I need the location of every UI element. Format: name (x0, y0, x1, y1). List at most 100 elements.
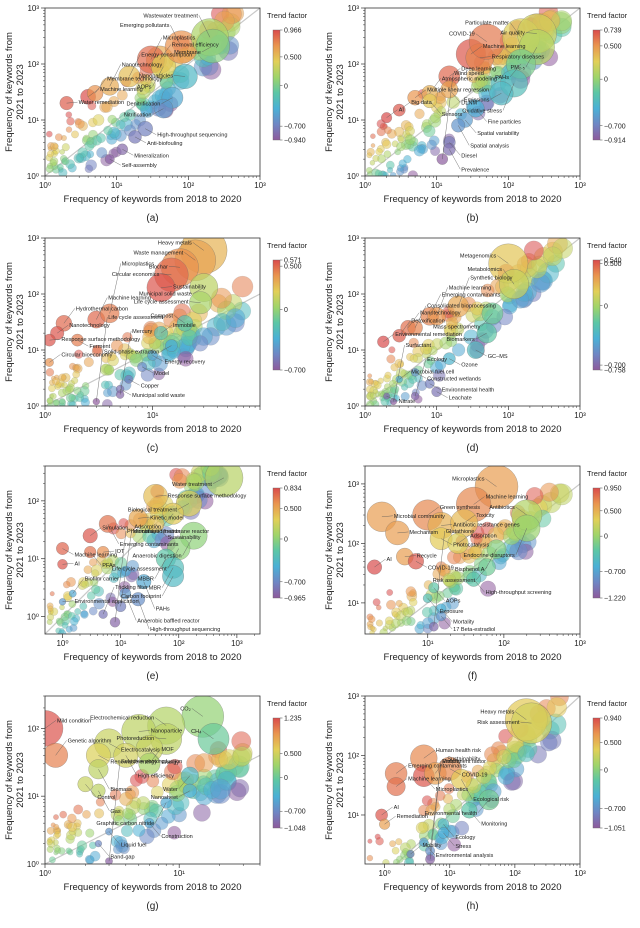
keyword-bubble (65, 111, 73, 118)
keyword-label: Membrane (174, 50, 201, 56)
keyword-bubble (45, 368, 55, 377)
label-leader-line (479, 56, 491, 58)
keyword-bubble (46, 397, 53, 404)
keyword-bubble (66, 117, 75, 126)
label-leader-line (475, 349, 487, 357)
label-leader-line (155, 737, 167, 740)
keyword-bubble (45, 164, 54, 173)
label-leader-line (475, 332, 487, 340)
colorbar-tick-label: −0.700 (604, 806, 626, 813)
keyword-bubble (61, 143, 70, 152)
x-tick-label: 10² (503, 411, 515, 420)
colorbar-tick-label: −0.700 (604, 123, 626, 130)
label-leader-line (429, 760, 442, 860)
keyword-bubble (225, 308, 246, 328)
keyword-bubble (497, 768, 515, 785)
keyword-bubble (59, 604, 65, 611)
keyword-label: Genetic algorithm (68, 738, 112, 744)
label-leader-line (525, 47, 538, 68)
keyword-point (176, 315, 194, 332)
keyword-label: Heavy metals (480, 710, 514, 716)
y-tick-label: 10² (27, 290, 39, 299)
keyword-labels: Machine learning Water remediation Membran… (66, 13, 227, 169)
x-tick-label: 10⁰ (56, 639, 68, 648)
keyword-bubble (420, 343, 432, 355)
label-leader-line (189, 301, 201, 303)
keyword-bubble (436, 106, 447, 116)
keyword-bubble (49, 591, 55, 597)
x-axis-label: Frequency of keywords from 2018 to 2020 (384, 652, 562, 663)
label-leader-line (515, 711, 527, 720)
label-leader-line (473, 579, 485, 593)
keyword-bubble (443, 803, 456, 816)
panel-g: CO₂ Electrochemical reduction Nanoparticle… (4, 695, 308, 912)
keyword-label: Water remediation (79, 100, 125, 106)
keyword-bubble (414, 108, 425, 119)
keyword-bubble (210, 778, 232, 800)
keyword-bubble (372, 388, 379, 395)
labeled-points (381, 13, 557, 165)
keyword-label: Nitrate (399, 399, 415, 405)
keyword-label: Risk assessment (433, 578, 476, 584)
colorbar-tick-label: −0.700 (284, 368, 306, 375)
label-leader-line (393, 344, 405, 402)
label-leader-line (178, 775, 190, 789)
colorbar: Trend factor 0.940 0.500 0 −0.700 −1.051 (587, 699, 628, 833)
keyword-bubble (74, 608, 82, 615)
keyword-bubble (368, 615, 376, 623)
colorbar-tick-label: 0 (604, 534, 608, 541)
x-axis-label: Frequency of keywords from 2018 to 2020 (64, 652, 242, 663)
label-leader-line (404, 555, 416, 557)
y-axis-label: Frequency of keywords from2021 to 2023 (324, 32, 346, 152)
keyword-point (478, 789, 500, 811)
label-leader-line (44, 720, 57, 729)
keyword-bubble (443, 783, 455, 794)
panel-b: AI Big data Multiple linear regression Atmo… (324, 4, 628, 224)
label-leader-line (374, 558, 386, 568)
keyword-bubble (383, 150, 392, 158)
keyword-label: Nanoparticles (139, 73, 173, 79)
panels: Machine learning Water remediation Membran… (4, 4, 628, 912)
keyword-bubble (132, 824, 146, 837)
keyword-bubble (74, 118, 85, 129)
label-leader-line (155, 717, 167, 726)
keyword-label: Simulation (102, 526, 128, 532)
keyword-bubble (367, 373, 373, 379)
y-tick-label: 10⁰ (27, 172, 39, 181)
label-leader-line (129, 54, 141, 77)
y-tick-label: 10¹ (347, 599, 359, 608)
keyword-bubble (413, 145, 426, 157)
keyword-bubble (80, 397, 90, 406)
keyword-label: Detoxification (411, 319, 445, 325)
label-leader-line (414, 305, 427, 328)
keyword-label: Trickling filter (115, 585, 148, 591)
x-tick-label: 10¹ (444, 869, 456, 878)
keyword-point (406, 850, 415, 859)
keyword-label: Electrocatalysis (121, 747, 160, 753)
label-leader-line (173, 315, 185, 324)
y-axis-label: Frequency of keywords from2021 to 2023 (4, 32, 26, 152)
keyword-bubble (367, 838, 373, 844)
keyword-bubble (193, 804, 211, 822)
keyword-label: Glutathione (446, 529, 475, 535)
keyword-bubble (51, 377, 60, 386)
x-ticks: 10⁰ 10¹ 10² 10³ (359, 176, 586, 190)
label-leader-line (399, 320, 411, 336)
x-axis-label: Frequency of keywords from 2018 to 2020 (64, 424, 242, 435)
keyword-point (143, 483, 168, 509)
y-tick-label: 10¹ (347, 346, 359, 355)
colorbar-title: Trend factor (587, 699, 628, 708)
keyword-bubble (375, 147, 383, 156)
keyword-point (476, 322, 497, 344)
label-leader-line (138, 517, 150, 519)
keyword-label: Photocatalytic membrane reactor (127, 529, 209, 535)
colorbar-tick-label: −0.700 (284, 579, 306, 586)
keyword-bubble (86, 591, 96, 601)
label-leader-line (470, 45, 482, 55)
keyword-label: Biomarkers (447, 337, 475, 343)
keyword-bubble (476, 768, 492, 785)
keyword-labels: Environmental remediation Detoxification N… (383, 254, 515, 405)
label-leader-line (429, 383, 441, 390)
colorbar-tick-label: −1.048 (284, 826, 306, 833)
